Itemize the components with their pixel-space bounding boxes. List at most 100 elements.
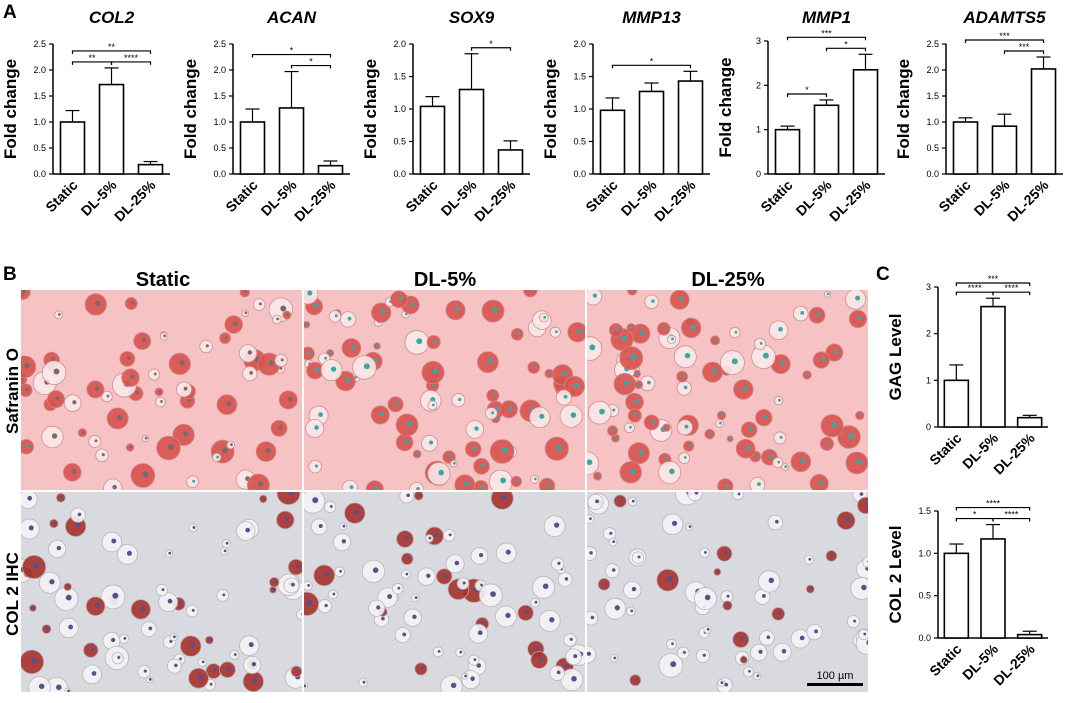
cell-nucleus (287, 492, 294, 495)
cell-nucleus (508, 406, 513, 411)
chondrocyte-lacuna (687, 492, 703, 502)
cell-nucleus (563, 394, 568, 399)
cell-nucleus (587, 459, 593, 466)
chondrocyte-lacuna (587, 645, 597, 664)
cell-nucleus (53, 368, 60, 375)
x-tick-label: Static (42, 177, 80, 215)
cell-nucleus (248, 642, 254, 648)
cell-nucleus (831, 421, 838, 428)
cell-nucleus (201, 660, 205, 664)
significance-label: **** (1004, 510, 1019, 520)
cell-nucleus (312, 497, 319, 504)
bar (1016, 416, 1043, 428)
cell-nucleus (406, 421, 413, 427)
cell-nucleus (334, 314, 338, 318)
y-tick-label: 0.0 (393, 169, 406, 179)
cell-nucleus (630, 354, 637, 360)
bar (677, 80, 704, 175)
cell-nucleus (25, 387, 29, 392)
cell-nucleus (577, 328, 582, 334)
significance-bracket (964, 39, 1045, 43)
cell-nucleus (313, 303, 318, 308)
cell-nucleus (777, 611, 782, 615)
cell-nucleus (323, 571, 329, 577)
cell-nucleus (630, 609, 634, 613)
y-tick-label: 1.5 (213, 91, 226, 101)
cell-nucleus (101, 453, 105, 457)
cell-nucleus (225, 541, 229, 545)
y-tick-label: 2.0 (393, 39, 406, 49)
significance-label: ** (88, 53, 96, 63)
cell-nucleus (67, 585, 70, 588)
cell-nucleus (492, 393, 496, 397)
cell-nucleus (597, 474, 600, 478)
cell-nucleus (464, 674, 467, 678)
cell-nucleus (244, 311, 248, 315)
cell-nucleus (112, 484, 117, 490)
x-tick-label: Static (926, 430, 964, 468)
cell-nucleus (505, 549, 511, 555)
bar (813, 104, 840, 175)
cell-nucleus (500, 477, 507, 484)
cell-nucleus (190, 642, 196, 648)
cell-nucleus (542, 583, 549, 589)
cell-nucleus (781, 649, 787, 654)
bar (497, 149, 524, 175)
cell-nucleus (354, 509, 360, 515)
cell-nucleus (664, 457, 668, 461)
cell-nucleus (432, 368, 439, 375)
cell-nucleus (800, 458, 806, 464)
cell-nucleus (474, 426, 479, 431)
cell-nucleus (349, 485, 354, 490)
cell-nucleus (525, 610, 530, 615)
cell-nucleus (60, 495, 64, 499)
y-tick-label: 2.5 (926, 39, 939, 49)
cell-nucleus (160, 400, 163, 403)
cell-nucleus (720, 681, 724, 685)
chondrocyte-lacuna (287, 558, 302, 576)
cell-nucleus (867, 560, 868, 563)
cell-nucleus (376, 605, 381, 610)
cell-nucleus (431, 403, 435, 407)
cell-nucleus (91, 671, 97, 676)
cell-nucleus (614, 605, 620, 611)
chart-adamts5: ADAMTS5 Fold change 0.0 0.5 1.0 1.5 2.0 2.5 Stat… (894, 8, 1063, 224)
y-tick-label: 2.0 (926, 65, 939, 75)
cell-nucleus (339, 569, 343, 573)
cell-nucleus (347, 316, 352, 321)
cell-nucleus (153, 372, 157, 376)
cell-nucleus (428, 536, 432, 540)
bar (980, 305, 1006, 428)
cell-nucleus (416, 486, 420, 490)
cell-nucleus (178, 601, 182, 605)
cell-nucleus (731, 358, 738, 365)
cell-nucleus (304, 684, 307, 688)
chondrocyte-lacuna (856, 496, 868, 515)
cell-nucleus (81, 430, 85, 434)
cell-nucleus (191, 608, 195, 612)
cell-nucleus (768, 577, 774, 584)
cell-nucleus (826, 441, 830, 445)
cell-nucleus (481, 463, 486, 468)
cell-nucleus (719, 421, 722, 425)
significance-label: * (844, 39, 848, 49)
cell-nucleus (65, 594, 72, 601)
y-tick-label: 1.5 (918, 506, 931, 516)
cell-nucleus (595, 499, 599, 504)
cell-nucleus (530, 290, 534, 292)
cell-nucleus (306, 599, 313, 606)
cell-nucleus (374, 486, 379, 490)
cell-nucleus (94, 439, 98, 443)
cell-nucleus (247, 350, 252, 355)
micrograph-ihc-dl5 (304, 492, 585, 692)
y-tick-label: 0.5 (33, 143, 46, 153)
y-tick-label: 1.5 (573, 72, 586, 82)
cell-nucleus (130, 301, 134, 305)
cell-nucleus (192, 526, 196, 529)
significance-label: **** (968, 283, 983, 293)
x-tick-label: DL-25% (1004, 176, 1052, 224)
cell-nucleus (556, 670, 561, 675)
y-tick-label: 1.5 (926, 91, 939, 101)
cell-nucleus (454, 560, 460, 566)
cell-nucleus (363, 363, 370, 370)
